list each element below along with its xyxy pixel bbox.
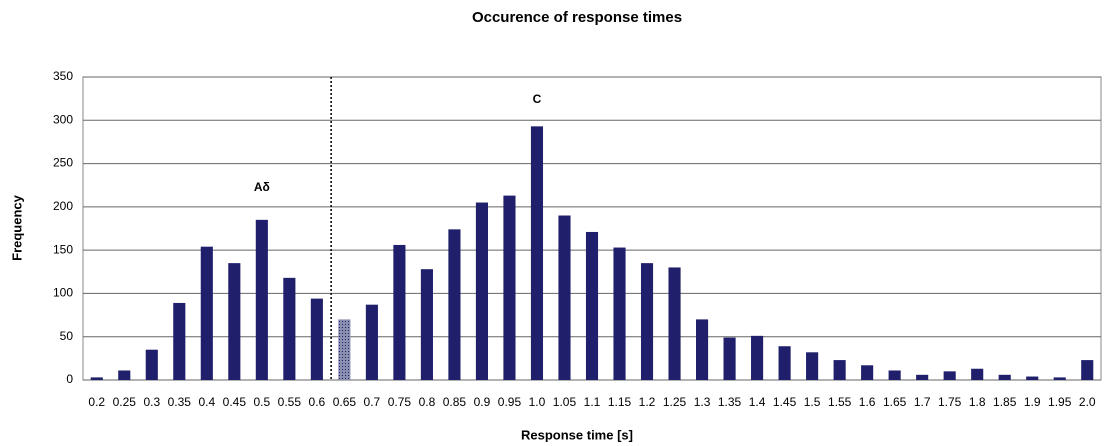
x-tick-label: 0.9 — [474, 395, 491, 409]
x-tick-label: 1.8 — [969, 395, 986, 409]
bar — [365, 304, 378, 380]
bar — [558, 215, 571, 380]
y-tick-label: 100 — [53, 286, 73, 300]
x-tick-label: 0.85 — [443, 395, 467, 409]
y-tick-label: 150 — [53, 242, 73, 256]
x-tick-label: 0.5 — [253, 395, 270, 409]
y-tick-label: 50 — [60, 329, 74, 343]
chart-title: Occurence of response times — [472, 9, 682, 26]
bar — [861, 365, 874, 380]
bar — [723, 337, 736, 380]
x-tick-label: 1.9 — [1024, 395, 1041, 409]
x-tick-label: 1.85 — [993, 395, 1017, 409]
bar — [833, 360, 846, 380]
x-tick-label: 1.6 — [859, 395, 876, 409]
x-tick-label: 0.35 — [168, 395, 192, 409]
bar — [585, 231, 599, 380]
x-tick-label: 1.2 — [639, 395, 656, 409]
annotation: Aδ — [254, 180, 270, 194]
x-tick-label: 0.3 — [143, 395, 160, 409]
bar — [255, 219, 268, 380]
x-tick-label: 1.65 — [883, 395, 907, 409]
x-tick-label: 0.25 — [113, 395, 137, 409]
bar — [145, 349, 158, 380]
x-tick-label: 1.55 — [828, 395, 852, 409]
x-tick-label: 0.2 — [88, 395, 105, 409]
bar — [751, 335, 764, 380]
x-tick-label: 0.65 — [333, 395, 357, 409]
x-tick-label: 0.6 — [309, 395, 326, 409]
y-tick-label: 250 — [53, 156, 73, 170]
bar — [806, 352, 819, 380]
bar — [1081, 360, 1094, 380]
x-tick-label: 1.0 — [529, 395, 546, 409]
x-tick-label: 1.4 — [749, 395, 766, 409]
y-tick-label: 350 — [53, 69, 73, 83]
x-tick-label: 0.8 — [419, 395, 436, 409]
bar — [283, 277, 296, 380]
x-tick-label: 1.25 — [663, 395, 687, 409]
bar — [1026, 376, 1039, 380]
x-tick-label: 0.75 — [388, 395, 412, 409]
y-tick-label: 0 — [66, 372, 73, 386]
x-tick-label: 1.3 — [694, 395, 711, 409]
x-tick-label: 1.95 — [1048, 395, 1072, 409]
bar — [613, 247, 626, 380]
bar — [668, 267, 681, 380]
bar — [1053, 377, 1066, 380]
x-tick-label: 1.7 — [914, 395, 931, 409]
bar — [503, 195, 516, 380]
y-tick-label: 200 — [53, 199, 73, 213]
bar — [200, 246, 213, 380]
bar — [530, 126, 544, 381]
x-tick-label: 1.1 — [584, 395, 601, 409]
bar — [888, 370, 901, 380]
bar — [118, 370, 131, 380]
x-tick-label: 0.4 — [198, 395, 215, 409]
y-axis-title: Frequency — [9, 194, 24, 261]
x-tick-label: 0.45 — [223, 395, 247, 409]
x-tick-label: 0.7 — [364, 395, 381, 409]
bar — [778, 346, 791, 380]
bar — [696, 319, 709, 380]
bar — [338, 319, 351, 380]
x-tick-label: 1.05 — [553, 395, 577, 409]
bar — [90, 377, 103, 380]
bar — [943, 371, 956, 380]
y-tick-label: 300 — [53, 112, 73, 126]
x-tick-label: 0.95 — [498, 395, 522, 409]
bar — [640, 263, 654, 380]
x-tick-label: 0.55 — [278, 395, 302, 409]
bar — [173, 302, 186, 380]
x-tick-label: 1.5 — [804, 395, 821, 409]
bar — [310, 298, 323, 380]
x-axis-title: Response time [s] — [521, 427, 633, 442]
annotation: C — [533, 92, 542, 106]
bar — [475, 202, 488, 380]
bar — [393, 244, 406, 380]
bar — [971, 368, 984, 380]
bar — [998, 374, 1011, 380]
bar — [916, 374, 929, 380]
bar — [448, 229, 461, 380]
x-tick-label: 2.0 — [1079, 395, 1096, 409]
x-tick-label: 1.75 — [938, 395, 962, 409]
x-tick-label: 1.35 — [718, 395, 742, 409]
x-tick-label: 1.45 — [773, 395, 797, 409]
bar — [228, 263, 241, 380]
bar — [420, 269, 433, 380]
x-tick-label: 1.15 — [608, 395, 632, 409]
